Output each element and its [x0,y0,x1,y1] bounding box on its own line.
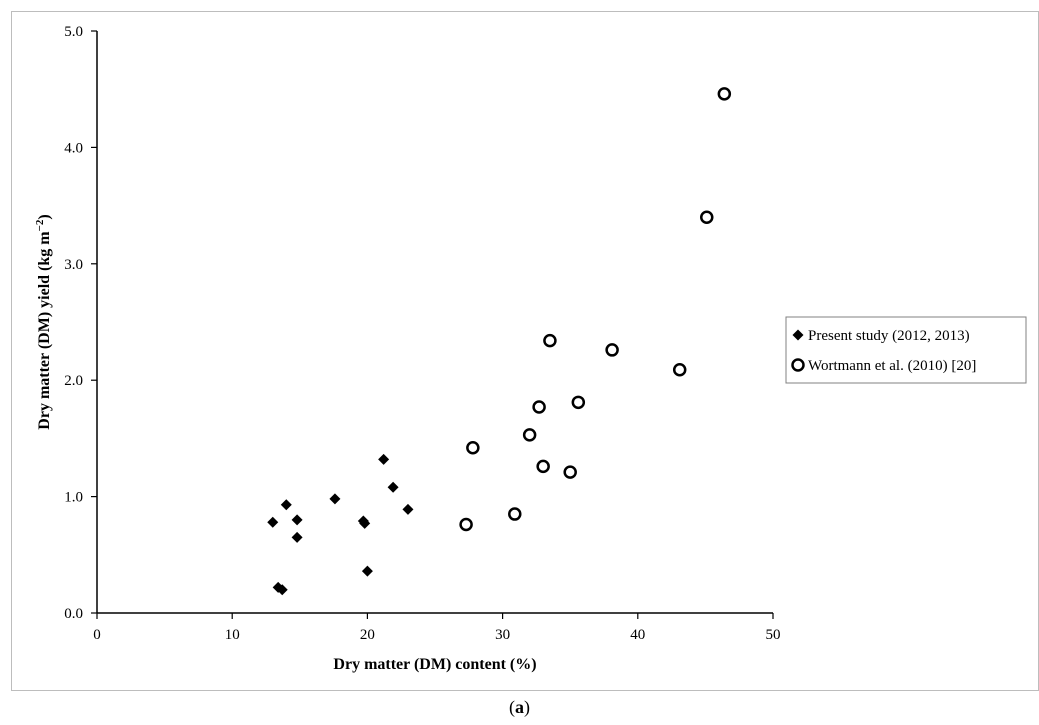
x-tick-label: 40 [630,627,645,643]
x-tick-label: 0 [93,627,101,643]
diamond-point [387,481,399,493]
y-axis-title-main: Dry matter (DM) yield (kg m [36,231,53,430]
diamond-point [280,499,292,511]
diamond-point [267,516,279,528]
figure-caption: (a) [0,697,1039,718]
legend-label-1: Present study (2012, 2013) [808,328,970,344]
circle-point [543,333,557,348]
caption-open: ( [509,697,515,717]
y-axis-title: Dry matter (DM) yield (kg m−2) [34,214,53,429]
circle-point [536,459,550,474]
circle-point [717,87,732,101]
diamond-point [276,584,288,596]
diamond-point [291,514,303,526]
caption-close: ) [524,697,530,717]
circle-point [571,395,586,410]
diamond-point [402,503,414,515]
legend-marker-2 [791,358,805,372]
circle-point [466,440,480,455]
x-tick-label: 30 [495,627,510,643]
y-tick-label: 1.0 [64,490,83,506]
series-2-points [459,87,732,532]
y-axis-title-close: ) [36,214,53,219]
circle-point [563,465,577,479]
legend-marker-1 [792,329,804,341]
legend-box [785,316,1027,384]
y-tick-label: 5.0 [64,24,83,40]
y-tick-label: 2.0 [64,373,83,389]
legend-label-2: Wortmann et al. (2010) [20] [808,358,976,374]
x-axis-ticks: 0 10 20 30 40 50 [93,613,781,643]
data-points [267,87,732,596]
plot-area: 0 10 20 30 40 50 0.0 1.0 2.0 3.0 4.0 5.0 [64,24,780,643]
diamond-point [378,453,390,465]
legend: Present study (2012, 2013) Wortmann et al… [785,316,1027,384]
diamond-point [359,517,371,529]
diamond-point [361,565,373,577]
series-1-points [267,453,414,596]
y-tick-label: 3.0 [64,257,83,273]
x-axis-title: Dry matter (DM) content (%) [333,656,536,673]
y-axis-title-superscript: −2 [34,219,46,231]
circle-point [508,507,522,521]
circle-point [459,517,473,532]
circle-point [700,210,714,224]
diamond-point [329,493,341,505]
circle-point [522,428,537,442]
circle-point [532,400,546,414]
y-tick-label: 0.0 [64,606,83,622]
x-tick-label: 50 [766,627,781,643]
y-axis-ticks: 0.0 1.0 2.0 3.0 4.0 5.0 [64,24,97,622]
x-tick-label: 20 [360,627,375,643]
x-tick-label: 10 [225,627,240,643]
circle-point [672,362,687,377]
circle-point [605,343,619,357]
y-tick-label: 4.0 [64,140,83,156]
diamond-point [291,531,303,543]
caption-letter: a [515,697,524,717]
